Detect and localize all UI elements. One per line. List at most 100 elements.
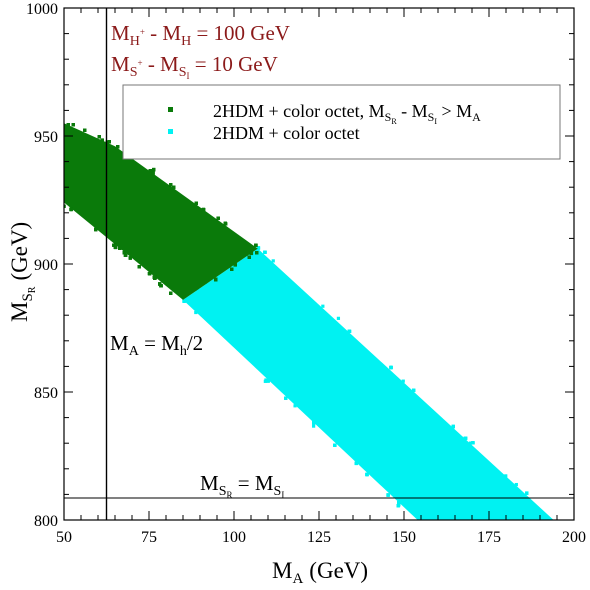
point-cyan [468, 441, 473, 445]
point-green [71, 123, 75, 127]
point-green [66, 123, 70, 127]
x-tick-label: 100 [222, 529, 246, 546]
point-cyan [266, 379, 270, 383]
annotation-1-h: H [130, 34, 140, 49]
point-green [94, 227, 98, 232]
point-green [169, 291, 173, 295]
point-cyan [182, 299, 186, 303]
point-green [213, 277, 218, 281]
point-green [61, 181, 64, 184]
point-green [201, 207, 206, 212]
point-cyan [333, 443, 337, 447]
point-cyan [471, 441, 475, 445]
hline-label-mid: = M [233, 471, 274, 495]
point-green [60, 200, 63, 203]
point-green [60, 170, 63, 173]
point-green [100, 138, 104, 142]
x-axis-label-a: A [292, 571, 303, 587]
y-tick-label: 850 [34, 385, 58, 402]
legend: 2HDM + color octet, MSR - MSI > MA 2HDM … [122, 84, 561, 160]
x-axis-label-unit: (GeV) [309, 558, 368, 583]
annotation-2-mid: - M [143, 52, 179, 76]
point-green [60, 200, 63, 203]
annotation-2-m: M [111, 52, 130, 76]
point-green [123, 253, 128, 257]
point-green [60, 170, 63, 173]
point-green [153, 276, 157, 280]
point-green [61, 181, 64, 184]
point-cyan [321, 304, 325, 308]
hline-label-m: M [200, 471, 219, 495]
point-green [60, 200, 63, 203]
point-cyan [312, 421, 316, 425]
point-cyan [482, 521, 485, 524]
point-cyan [478, 522, 481, 525]
point-green [216, 216, 220, 220]
annotation-1-plus: + [140, 27, 145, 37]
point-cyan [293, 404, 297, 408]
point-green [148, 169, 152, 173]
point-green [151, 171, 155, 175]
point-green [60, 170, 63, 173]
point-green [128, 256, 132, 260]
point-green [60, 200, 63, 203]
legend-green-s1: S [385, 110, 392, 124]
point-green [61, 181, 64, 184]
point-green [147, 271, 152, 276]
point-green [172, 185, 176, 189]
y-axis-label-s: S [20, 293, 36, 301]
point-cyan [463, 436, 468, 440]
point-green [60, 200, 63, 203]
annotation-1-m: M [111, 21, 130, 45]
annotation-mass-diff-charged-higgs: MH+ - MH = 100 GeV [111, 21, 290, 49]
vline-label-mid: = M [139, 331, 180, 355]
y-tick-label: 1000 [26, 1, 58, 18]
point-cyan [451, 424, 455, 429]
point-green [158, 282, 162, 286]
point-green [60, 170, 63, 173]
label-ma-eq-mh-half: MA = Mh/2 [110, 331, 203, 359]
legend-green-text: 2HDM + color octet, M [213, 101, 385, 121]
point-cyan [256, 246, 261, 250]
y-axis-label-m: M [7, 302, 32, 322]
x-tick-label: 200 [562, 529, 586, 546]
point-cyan [401, 379, 405, 383]
point-cyan [354, 461, 358, 466]
point-green [169, 183, 173, 187]
vline-label-h: h [180, 344, 187, 359]
point-green [60, 170, 63, 173]
x-tick-label: 150 [392, 529, 416, 546]
annotation-2-rest: = 10 GeV [190, 52, 278, 76]
point-green [61, 181, 64, 184]
label-msr-eq-msi: MSR = MSI [200, 471, 284, 500]
point-green [60, 175, 63, 178]
point-cyan [412, 388, 416, 393]
point-green [60, 175, 63, 178]
legend-marker-green [168, 107, 173, 112]
point-cyan [284, 396, 288, 400]
point-cyan [271, 259, 275, 263]
point-green [116, 145, 120, 149]
y-axis-label: MSR (GeV) [7, 222, 38, 322]
point-green [152, 167, 156, 172]
point-green [60, 200, 63, 203]
point-green [194, 201, 198, 205]
x-axis-label-m: M [272, 558, 292, 583]
legend-green-t2: - M [397, 101, 428, 121]
annotation-mass-diff-scalar-octet: MS+ - MSI = 10 GeV [111, 52, 278, 81]
vline-label-rest: /2 [187, 331, 203, 355]
region-cyan [183, 248, 554, 520]
point-green [122, 251, 126, 255]
point-green [159, 284, 163, 288]
point-green [61, 181, 64, 184]
x-tick-label: 75 [141, 529, 157, 546]
point-green [254, 243, 258, 247]
point-green [113, 245, 118, 250]
point-cyan [263, 250, 267, 254]
point-green [60, 170, 63, 173]
point-green [60, 170, 63, 173]
hline-label-r: R [226, 490, 232, 500]
point-green [255, 251, 259, 255]
point-green [60, 200, 63, 203]
point-cyan [386, 493, 390, 497]
